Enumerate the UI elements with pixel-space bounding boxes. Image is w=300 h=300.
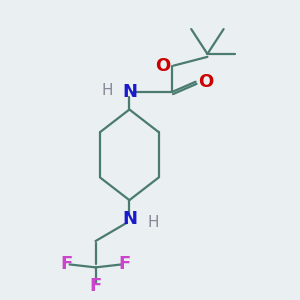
Text: F: F <box>119 256 131 274</box>
Text: H: H <box>102 83 113 98</box>
Text: O: O <box>155 57 171 75</box>
Text: F: F <box>89 278 102 296</box>
Text: H: H <box>147 214 159 230</box>
Text: F: F <box>60 256 72 274</box>
Text: N: N <box>122 83 137 101</box>
Text: O: O <box>199 73 214 91</box>
Text: N: N <box>122 210 137 228</box>
